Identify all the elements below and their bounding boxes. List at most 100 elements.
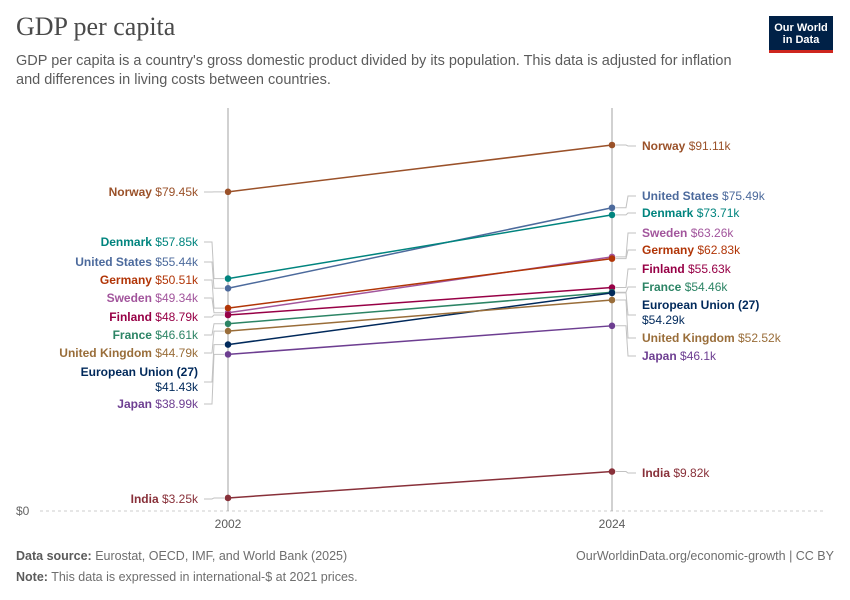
leader-right-european-union-27 xyxy=(616,292,636,316)
label-left-france-name: France xyxy=(113,328,153,342)
label-left-india-value: $3.25k xyxy=(159,492,199,506)
label-right-india[interactable]: India $9.82k xyxy=(642,466,710,480)
label-left-finland-name: Finland xyxy=(109,310,152,324)
point-france-2002[interactable] xyxy=(224,320,232,328)
series-line-finland[interactable] xyxy=(227,286,613,316)
data-source: Data source: Eurostat, OECD, IMF, and Wo… xyxy=(16,549,347,563)
label-left-sweden[interactable]: Sweden $49.34k xyxy=(107,291,199,305)
point-united-states-2024[interactable] xyxy=(608,204,616,212)
leader-right-sweden xyxy=(616,232,636,258)
label-left-denmark[interactable]: Denmark $57.85k xyxy=(101,235,199,249)
label-left-united-states-name: United States xyxy=(75,255,152,269)
label-left-sweden-value: $49.34k xyxy=(152,291,199,305)
label-right-norway-value: $91.11k xyxy=(685,139,731,153)
series-line-india[interactable] xyxy=(227,470,613,499)
label-left-united-kingdom[interactable]: United Kingdom $44.79k xyxy=(59,346,199,360)
point-japan-2002[interactable] xyxy=(224,351,232,358)
point-japan-2024[interactable] xyxy=(608,322,616,330)
label-left-germany[interactable]: Germany $50.51k xyxy=(100,273,199,287)
label-right-japan-value: $46.1k xyxy=(677,349,717,363)
label-right-denmark[interactable]: Denmark $73.71k xyxy=(642,206,740,220)
label-left-india[interactable]: India $3.25k xyxy=(131,492,199,506)
leader-left-european-union-27 xyxy=(204,344,224,383)
source-url[interactable]: OurWorldinData.org/economic-growth | CC … xyxy=(576,549,834,563)
chart-title: GDP per capita xyxy=(16,12,176,41)
point-denmark-2024[interactable] xyxy=(608,211,616,219)
label-right-denmark-value: $73.71k xyxy=(693,206,740,220)
series-line-germany[interactable] xyxy=(227,257,613,309)
label-right-germany-value: $62.83k xyxy=(694,243,741,257)
label-left-denmark-name: Denmark xyxy=(101,235,153,249)
series-line-japan[interactable] xyxy=(227,325,613,356)
point-european-union-27-2024[interactable] xyxy=(608,289,616,297)
label-left-united-kingdom-name: United Kingdom xyxy=(59,346,152,360)
label-right-germany-name: Germany xyxy=(642,243,694,257)
label-right-united-states[interactable]: United States $75.49k xyxy=(642,189,766,203)
label-left-european-union-27[interactable]: European Union (27) xyxy=(81,365,198,379)
label-left-japan[interactable]: Japan $38.99k xyxy=(117,397,199,411)
leader-left-germany xyxy=(204,279,224,309)
label-right-sweden[interactable]: Sweden $63.26k xyxy=(642,226,734,240)
point-european-union-27-2002[interactable] xyxy=(224,341,232,348)
label-right-denmark-name: Denmark xyxy=(642,206,694,220)
data-source-text[interactable]: Eurostat, OECD, IMF, and World Bank (202… xyxy=(95,549,348,563)
point-finland-2002[interactable] xyxy=(224,311,232,319)
label-right-norway-name: Norway xyxy=(642,139,686,153)
point-germany-2002[interactable] xyxy=(224,304,232,312)
leader-left-denmark xyxy=(204,241,224,280)
owid-logo[interactable]: Our World in Data xyxy=(769,16,833,53)
label-left-united-states-value: $55.44k xyxy=(152,255,199,269)
label-right-united-kingdom-name: United Kingdom xyxy=(642,331,735,345)
label-left-norway-name: Norway xyxy=(109,185,153,199)
label-right-united-states-value: $75.49k xyxy=(719,189,766,203)
point-finland-2024[interactable] xyxy=(608,284,616,291)
series-line-united-kingdom[interactable] xyxy=(227,299,613,332)
label-right-finland-name: Finland xyxy=(642,262,685,276)
point-united-kingdom-2002[interactable] xyxy=(224,327,232,335)
label-right-united-kingdom-value: $52.52k xyxy=(735,331,782,345)
point-india-2024[interactable] xyxy=(608,468,616,475)
point-india-2002[interactable] xyxy=(224,494,232,502)
point-norway-2002[interactable] xyxy=(224,188,232,196)
label-left-united-kingdom-value: $44.79k xyxy=(152,346,199,360)
leader-right-denmark xyxy=(616,212,636,216)
logo-line-2: in Data xyxy=(782,34,820,46)
label-right-india-name: India xyxy=(642,466,670,480)
label-right-sweden-name: Sweden xyxy=(642,226,687,240)
x-tick-label: 2002 xyxy=(215,517,242,531)
label-left-india-name: India xyxy=(131,492,159,506)
point-germany-2024[interactable] xyxy=(608,255,616,262)
series-line-united-states[interactable] xyxy=(227,207,613,290)
label-left-germany-name: Germany xyxy=(100,273,152,287)
label-right-european-union-27[interactable]: European Union (27) xyxy=(642,298,759,312)
label-right-united-kingdom[interactable]: United Kingdom $52.52k xyxy=(642,331,782,345)
label-left-denmark-value: $57.85k xyxy=(152,235,199,249)
leader-right-norway xyxy=(616,144,636,147)
series-line-france[interactable] xyxy=(227,291,613,325)
label-left-norway[interactable]: Norway $79.45k xyxy=(109,185,199,199)
label-left-sweden-name: Sweden xyxy=(107,291,152,305)
logo-line-1: Our World xyxy=(774,22,828,34)
chart-note: Note: This data is expressed in internat… xyxy=(16,570,358,584)
label-right-japan[interactable]: Japan $46.1k xyxy=(642,349,717,363)
label-left-finland[interactable]: Finland $48.79k xyxy=(109,310,199,324)
label-left-france-value: $46.61k xyxy=(152,328,199,342)
point-norway-2024[interactable] xyxy=(608,141,616,149)
note-text: This data is expressed in international-… xyxy=(51,570,358,584)
series-line-denmark[interactable] xyxy=(227,214,613,280)
label-right-norway[interactable]: Norway $91.11k xyxy=(642,139,732,153)
point-united-kingdom-2024[interactable] xyxy=(608,296,616,304)
series-line-european-union-27[interactable] xyxy=(227,292,613,346)
point-denmark-2002[interactable] xyxy=(224,275,232,282)
leader-right-united-kingdom xyxy=(616,299,636,339)
label-left-united-states[interactable]: United States $55.44k xyxy=(75,255,199,269)
label-right-germany[interactable]: Germany $62.83k xyxy=(642,243,741,257)
label-left-france[interactable]: France $46.61k xyxy=(113,328,199,342)
label-right-finland[interactable]: Finland $55.63k xyxy=(642,262,732,276)
point-united-states-2002[interactable] xyxy=(224,284,232,292)
label-right-france[interactable]: France $54.46k xyxy=(642,280,728,294)
label-left-european-union-27-name: European Union (27) xyxy=(81,365,198,379)
series-line-norway[interactable] xyxy=(227,144,613,193)
label-right-united-states-name: United States xyxy=(642,189,719,203)
